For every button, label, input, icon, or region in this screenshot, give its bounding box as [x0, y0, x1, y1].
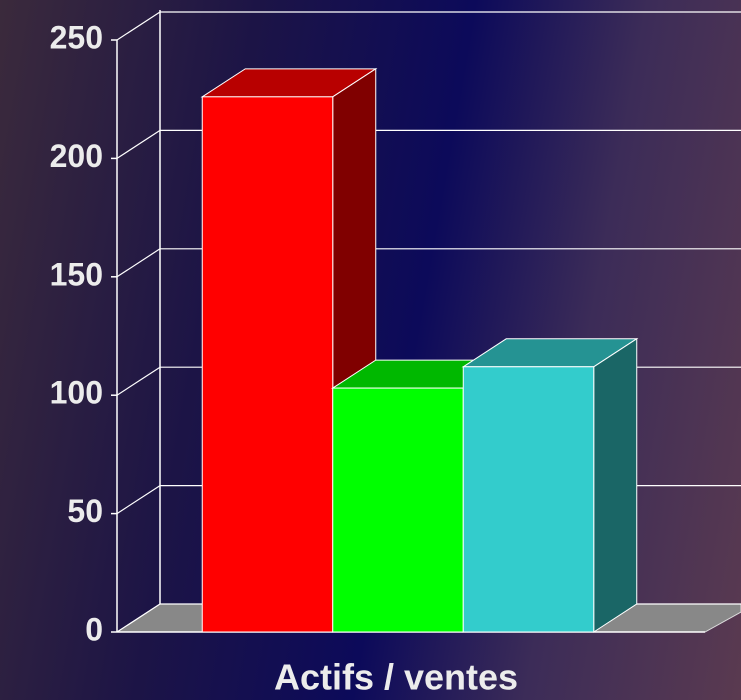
y-tick-label: 100: [50, 375, 103, 411]
y-tick-label: 250: [50, 19, 103, 55]
grid-line: [116, 366, 161, 396]
y-tick-label: 150: [50, 256, 103, 292]
grid-line: [116, 129, 161, 159]
grid-line: [116, 485, 161, 515]
bar-side: [593, 337, 638, 633]
y-tick-label: 50: [67, 493, 103, 529]
y-tick-label: 200: [50, 138, 103, 174]
grid-line: [116, 11, 161, 41]
grid-line: [116, 603, 161, 633]
grid-line: [116, 248, 161, 278]
bar: [201, 96, 334, 633]
y-tick-label: 0: [85, 611, 103, 647]
x-tick-label: Actifs / ventes: [274, 657, 518, 698]
bar: [332, 387, 464, 633]
bar: [462, 366, 595, 633]
